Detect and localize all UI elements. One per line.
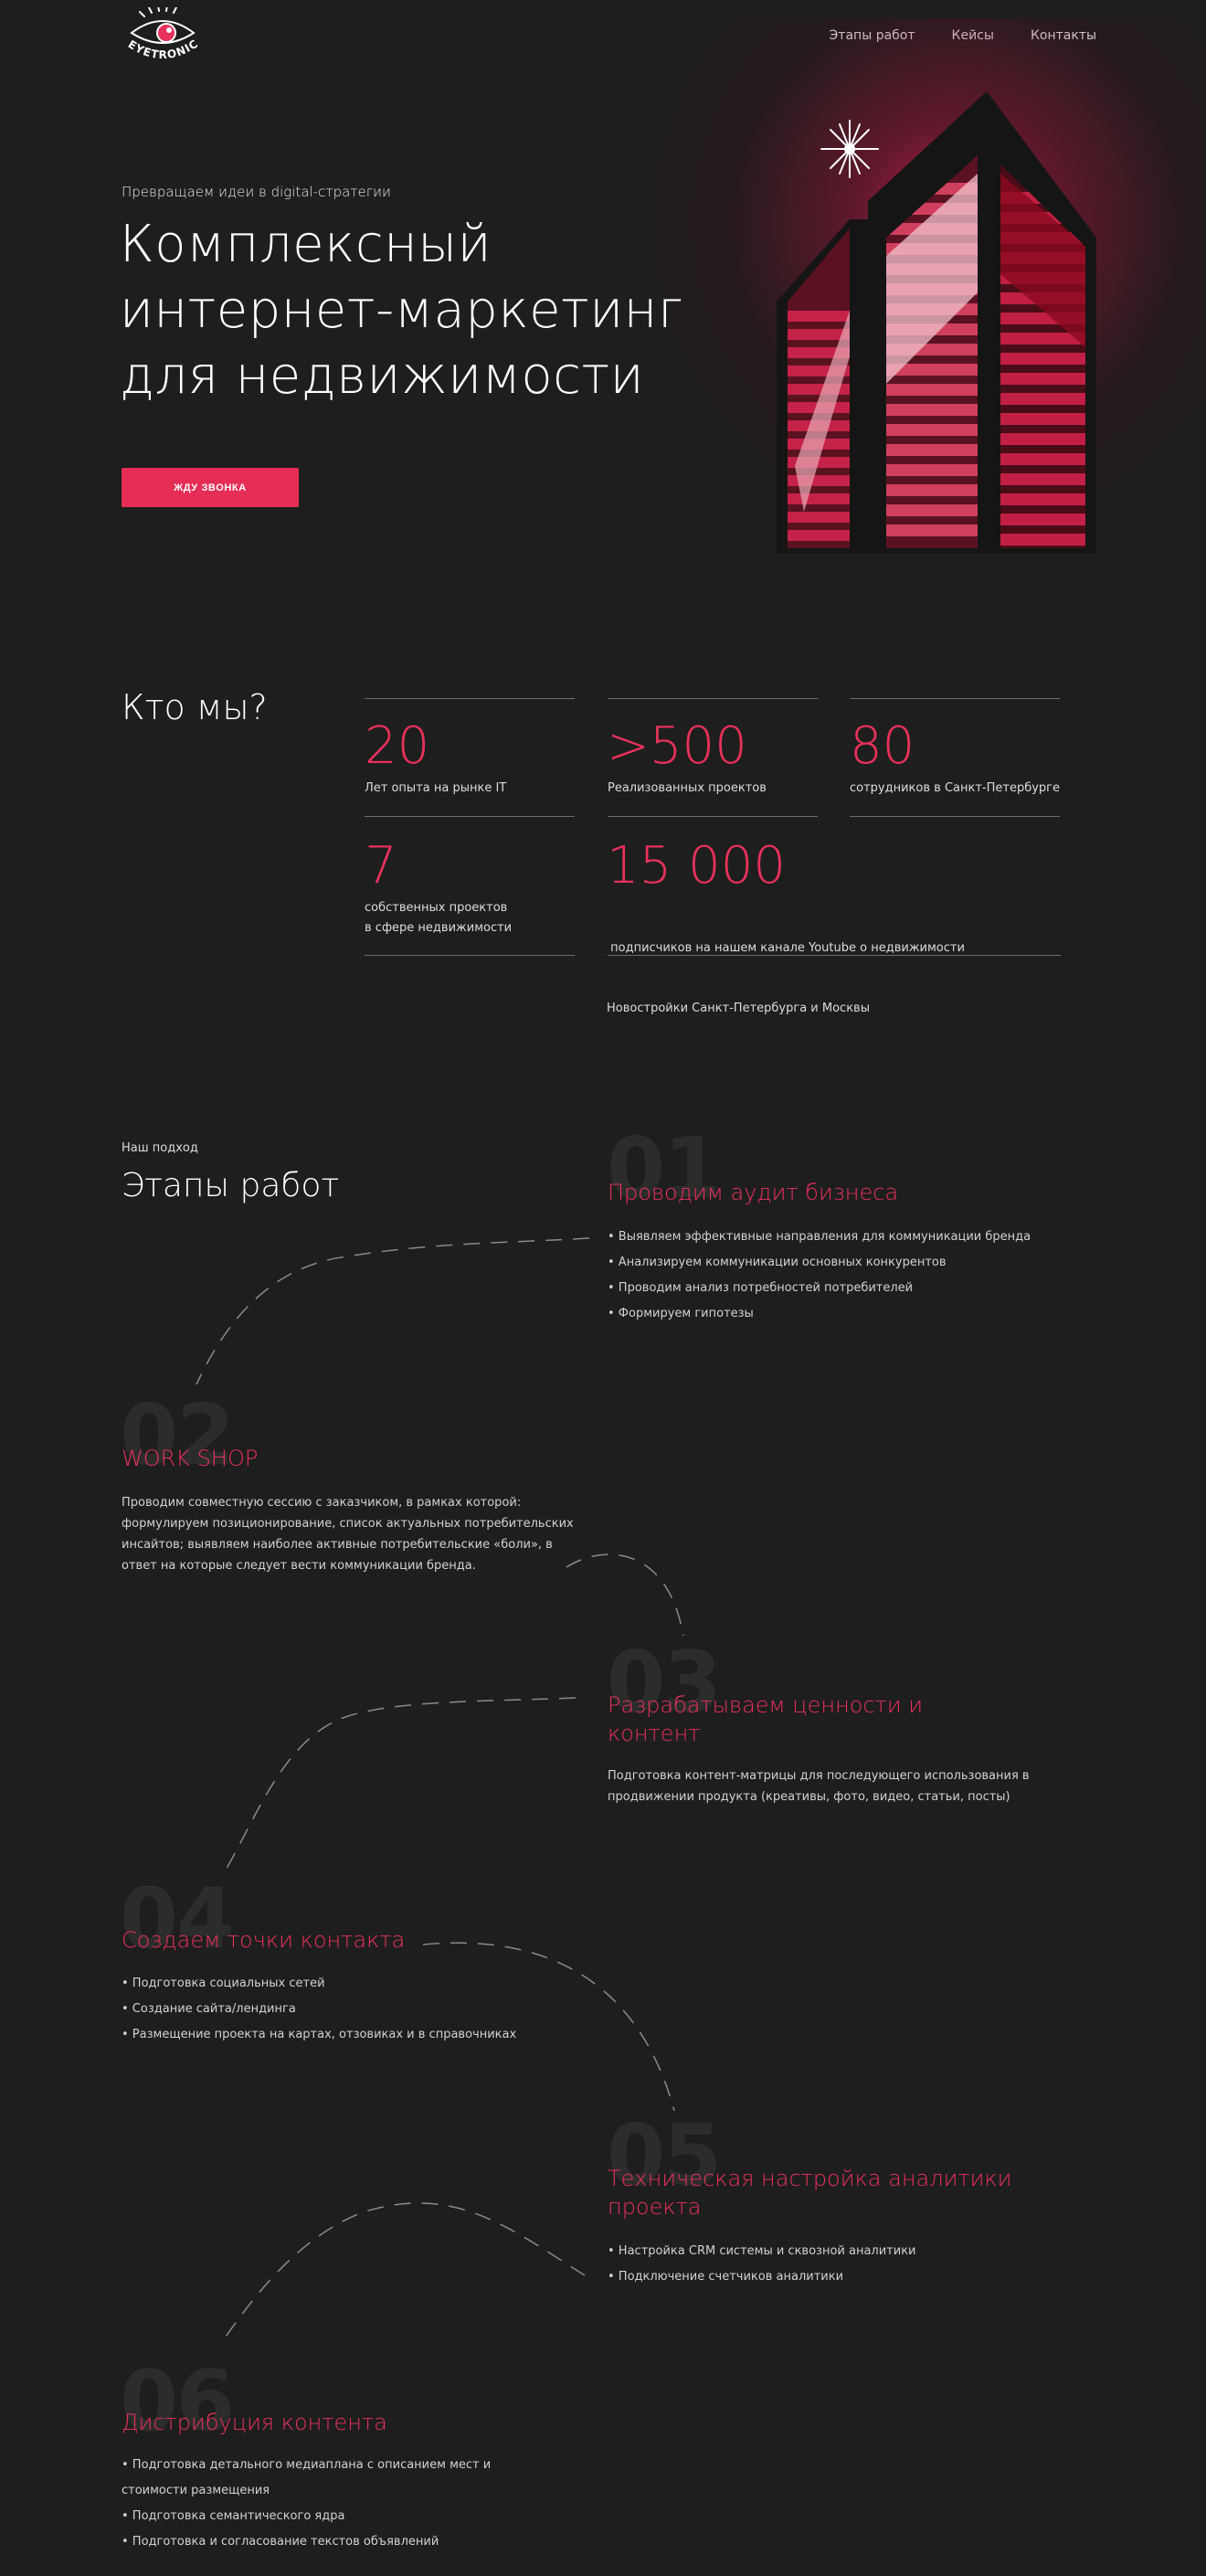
step-list: • Подготовка детального медиаплана с опи… (122, 2453, 491, 2555)
divider (365, 816, 575, 817)
step-list: • Подготовка социальных сетей • Создание… (122, 1971, 516, 2048)
step-text-line: Проводим совместную сессию с заказчиком,… (122, 1496, 522, 1510)
hero-title-line: интернет-маркетинг (120, 281, 683, 340)
list-item: • Подготовка и согласование текстов объя… (122, 2535, 439, 2549)
stat-value: 80 (850, 716, 915, 776)
list-item: • Подготовка детального медиаплана с опи… (122, 2458, 492, 2472)
stat-label: Реализованных проектов (608, 781, 767, 795)
list-item: • Проводим анализ потребностей потребите… (608, 1281, 914, 1295)
step-text-line: инсайтов; выявляем наиболее активные пот… (122, 1538, 553, 1552)
hero-subtitle: Превращаем идеи в digital-стратегии (122, 184, 391, 200)
step-text-line: Подготовка контент-матрицы для последующ… (608, 1769, 1030, 1783)
list-item: • Подготовка семантического ядра (122, 2509, 345, 2523)
stat-value: >500 (607, 716, 747, 776)
step-title: Дистрибуция контента (122, 2410, 387, 2435)
building-illustration (777, 91, 1096, 553)
list-item: • Анализируем коммуникации основных конк… (608, 1256, 947, 1269)
step-title-line: Разрабатываем ценности и (608, 1692, 924, 1718)
list-item: • Создание сайта/лендинга (122, 2002, 296, 2016)
stat-label: подписчиков на нашем канале Youtube о не… (607, 898, 965, 1039)
divider (608, 816, 818, 817)
step-title-line: контент (608, 1721, 701, 1746)
step-number: 01 (607, 1119, 722, 1217)
stat-label-line: в сфере недвижимости (365, 921, 513, 935)
step-title-line: Техническая настройка аналитики (608, 2166, 1012, 2191)
stat-label-line: Новостройки Санкт-Петербурга и Москвы (607, 1002, 870, 1015)
step-text: Проводим совместную сессию с заказчиком,… (122, 1492, 574, 1576)
step-title: Создаем точки контакта (122, 1927, 406, 1953)
hero-title-line: для недвижимости (120, 346, 645, 406)
about-title: Кто мы? (122, 687, 268, 727)
step-number: 04 (120, 1870, 235, 1967)
stat-label-line: собственных проектов (365, 901, 508, 915)
step-title: Техническая настройка аналитики проекта (608, 2165, 1011, 2221)
list-item: • Настройка CRM системы и сквозной анали… (608, 2244, 916, 2258)
step-title: Разрабатываем ценности и контент (608, 1691, 923, 1748)
call-me-button[interactable]: ЖДУ ЗВОНКА (122, 468, 299, 507)
step-number: 02 (120, 1386, 235, 1484)
list-item: • Подключение счетчиков аналитики (608, 2270, 844, 2284)
stat-label-line: подписчиков на нашем канале Youtube о не… (607, 941, 965, 955)
stages-title: Этапы работ (122, 1167, 340, 1204)
sparkle-icon (820, 120, 879, 178)
section-caption: Наш подход (122, 1141, 198, 1155)
logo[interactable]: EYETRONIC (119, 5, 206, 68)
stat-label: собственных проектов в сфере недвижимост… (365, 898, 512, 938)
hero-title-line: Комплексный (120, 215, 492, 274)
step-text-line: формулируем позиционирование, список акт… (122, 1517, 574, 1531)
step-list: • Настройка CRM системы и сквозной анали… (608, 2239, 916, 2290)
stat-value: 15 000 (607, 836, 786, 896)
list-item: • Выявляем эффективные направления для к… (608, 1230, 1031, 1244)
step-text-line: ответ на которые следует вести коммуника… (122, 1559, 476, 1573)
list-item: стоимости размещения (122, 2484, 270, 2497)
list-item: • Формируем гипотезы (608, 1307, 754, 1320)
hero-title: Комплексный интернет-маркетинг для недви… (120, 212, 759, 409)
step-title: WORK SHOP (122, 1446, 259, 1471)
stat-value: 20 (365, 716, 430, 776)
list-item: • Подготовка социальных сетей (122, 1977, 325, 1990)
step-title-line: проекта (608, 2194, 702, 2220)
stat-value: 7 (365, 836, 397, 896)
step-title: Проводим аудит бизнеса (608, 1180, 899, 1205)
step-number: 05 (607, 2106, 722, 2204)
divider (608, 698, 818, 699)
step-number: 06 (120, 2352, 235, 2450)
step-number: 03 (607, 1633, 722, 1731)
stat-label: сотрудников в Санкт-Петербурге (850, 781, 1060, 795)
divider (608, 955, 1061, 956)
divider (365, 955, 575, 956)
eye-logo-icon: EYETRONIC (126, 5, 200, 61)
stat-label: Лет опыта на рынке IT (365, 781, 507, 795)
divider (850, 698, 1060, 699)
step-text-line: продвижении продукта (креативы, фото, ви… (608, 1790, 1010, 1804)
divider (365, 698, 575, 699)
step-text: Подготовка контент-матрицы для последующ… (608, 1765, 1030, 1807)
divider (850, 816, 1060, 817)
list-item: • Размещение проекта на картах, отзовика… (122, 2028, 517, 2041)
step-list: • Выявляем эффективные направления для к… (608, 1224, 1031, 1327)
